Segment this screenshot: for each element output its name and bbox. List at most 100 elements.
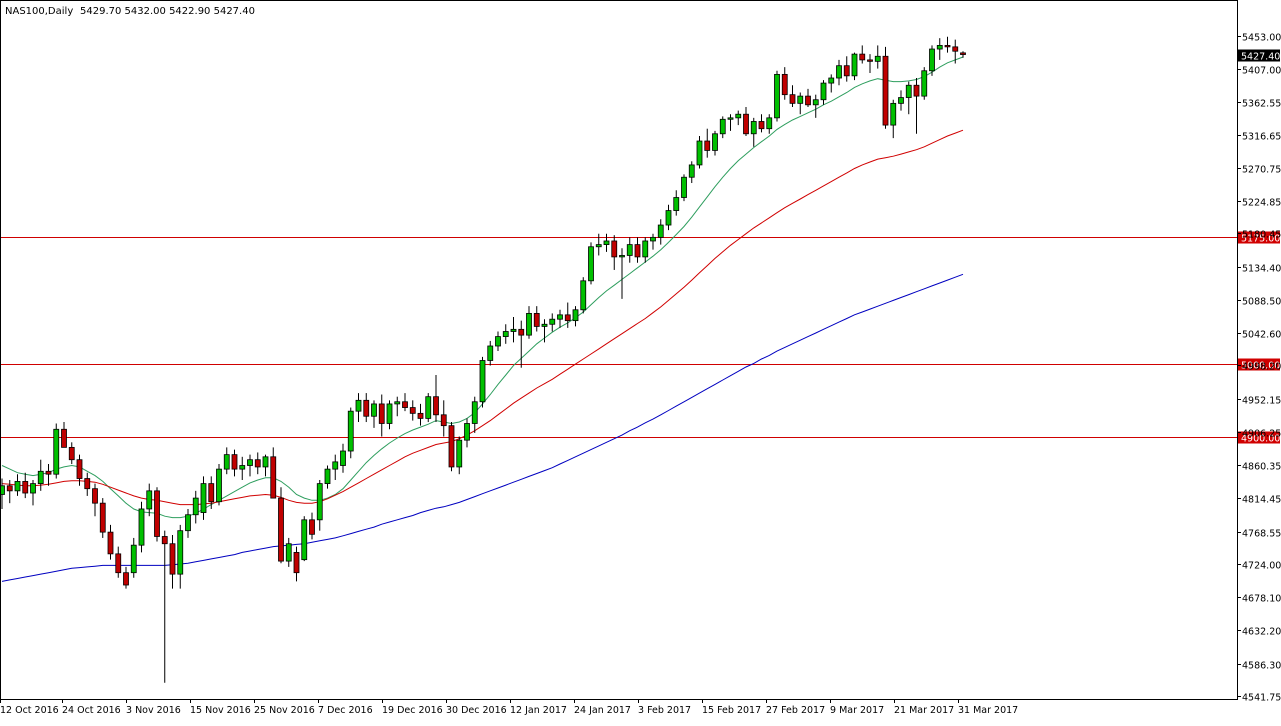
candle xyxy=(130,537,137,578)
candle-body xyxy=(688,164,695,178)
candle xyxy=(518,320,525,368)
candle-body xyxy=(843,65,850,77)
candle-body xyxy=(138,508,145,546)
candle-body xyxy=(766,117,773,130)
candle-body xyxy=(394,401,401,405)
candle-body xyxy=(588,246,594,282)
candle xyxy=(890,99,897,139)
candle-body xyxy=(324,468,331,485)
candle-body xyxy=(363,399,370,417)
candle xyxy=(471,396,478,433)
candle-body xyxy=(619,255,625,258)
candle-body xyxy=(549,318,556,325)
candle-body xyxy=(154,490,160,537)
candle xyxy=(843,56,850,82)
time-tick-label: 31 Mar 2017 xyxy=(958,705,1018,716)
candle-body xyxy=(781,73,788,96)
candle xyxy=(464,418,470,448)
candle-body xyxy=(944,45,951,48)
candle-body xyxy=(216,468,222,503)
candle xyxy=(456,436,463,475)
candle-body xyxy=(0,485,5,495)
candle xyxy=(161,530,168,683)
candle xyxy=(580,277,587,314)
candle xyxy=(479,356,486,408)
time-tick-label: 12 Oct 2016 xyxy=(0,705,59,716)
candle-body xyxy=(440,414,447,427)
price-tag-label: 5000.00 xyxy=(1241,361,1280,372)
candle xyxy=(905,81,912,115)
price-tick-label: 4906.25 xyxy=(1242,429,1281,440)
ohlc-readout: 5429.70 5432.00 5422.90 5427.40 xyxy=(80,6,255,17)
candle xyxy=(332,454,339,480)
candle-body xyxy=(867,59,873,62)
candle xyxy=(386,400,393,430)
moving-average-line xyxy=(1,273,964,582)
candle xyxy=(805,88,811,107)
time-tick-label: 7 Dec 2016 xyxy=(318,705,373,716)
candle xyxy=(564,302,571,328)
candle-body xyxy=(247,459,253,466)
price-tick-label: 4541.75 xyxy=(1242,693,1281,704)
time-tick-label: 24 Jan 2017 xyxy=(574,705,631,716)
candle-body xyxy=(719,118,726,135)
candle-body xyxy=(464,423,470,441)
candle xyxy=(665,204,672,231)
candle-body xyxy=(30,483,36,494)
candle-body xyxy=(68,446,75,461)
candle-body xyxy=(278,497,284,562)
candle xyxy=(309,512,315,540)
current-price-bg xyxy=(1238,49,1280,62)
candle xyxy=(851,52,858,81)
time-tick-label: 27 Feb 2017 xyxy=(766,705,825,716)
candle xyxy=(45,464,52,486)
candle xyxy=(14,474,21,496)
candle-body xyxy=(634,244,641,258)
moving-average-line xyxy=(1,129,964,506)
candle-body xyxy=(936,45,943,50)
candle-body xyxy=(192,497,199,516)
candle xyxy=(874,45,881,69)
candle-body xyxy=(146,490,153,510)
candle xyxy=(735,110,742,126)
candle-body xyxy=(471,401,478,424)
candle-body xyxy=(921,70,928,97)
candle-body xyxy=(402,401,408,408)
candle-body xyxy=(61,428,67,448)
candle-body xyxy=(758,121,765,130)
candle xyxy=(820,80,827,105)
candle-body xyxy=(115,553,122,574)
candle-body xyxy=(851,53,858,77)
candle-body xyxy=(76,459,83,479)
candle xyxy=(0,478,5,509)
candle xyxy=(316,479,323,531)
candle xyxy=(433,374,439,423)
candle-body xyxy=(270,456,277,499)
candle-body xyxy=(743,113,749,135)
price-tick-label: 5316.65 xyxy=(1242,132,1281,143)
candle-body xyxy=(301,519,308,561)
candle-body xyxy=(409,407,416,414)
candle xyxy=(409,400,416,421)
candle xyxy=(123,566,129,589)
candle-body xyxy=(580,280,587,311)
candle-body xyxy=(417,412,424,419)
candle xyxy=(30,479,36,506)
candle xyxy=(347,407,354,459)
time-tick-label: 25 Nov 2016 xyxy=(254,705,315,716)
candle-body xyxy=(564,314,571,322)
candle xyxy=(340,443,346,473)
candle xyxy=(766,114,773,134)
candle xyxy=(828,74,835,93)
candle-body xyxy=(355,399,362,412)
candle-body xyxy=(890,102,897,126)
candle-body xyxy=(425,396,432,419)
candle-body xyxy=(789,94,796,104)
candle xyxy=(371,400,377,428)
time-tick-label: 12 Jan 2017 xyxy=(510,705,567,716)
price-tag-bg xyxy=(1238,231,1280,244)
candle-body xyxy=(169,543,176,575)
candle-body xyxy=(378,403,385,424)
